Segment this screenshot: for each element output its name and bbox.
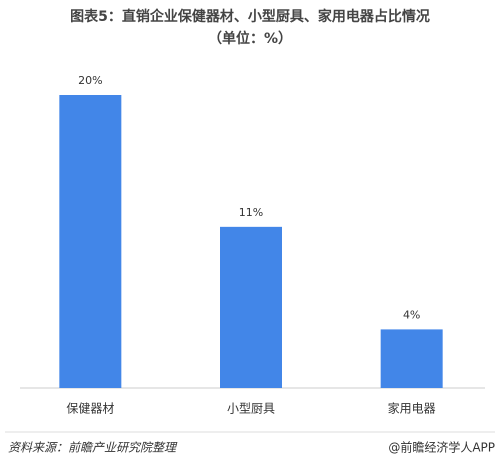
chart-title: 图表5：直销企业保健器材、小型厨具、家用电器占比情况 [70, 8, 430, 25]
x-tick-label: 家用电器 [388, 401, 436, 416]
x-tick-label: 小型厨具 [227, 402, 275, 416]
bar [380, 329, 443, 388]
value-label: 11% [239, 206, 263, 219]
credit: @前瞻经济学人APP [388, 440, 495, 455]
bar [220, 226, 282, 388]
value-label: 4% [403, 308, 420, 321]
source: 资料来源：前瞻产业研究院整理 [8, 441, 178, 455]
value-label: 20% [78, 74, 102, 87]
x-tick-label: 保健器材 [66, 402, 114, 416]
chart-subtitle: （单位：%） [208, 30, 292, 47]
bar [59, 95, 122, 388]
